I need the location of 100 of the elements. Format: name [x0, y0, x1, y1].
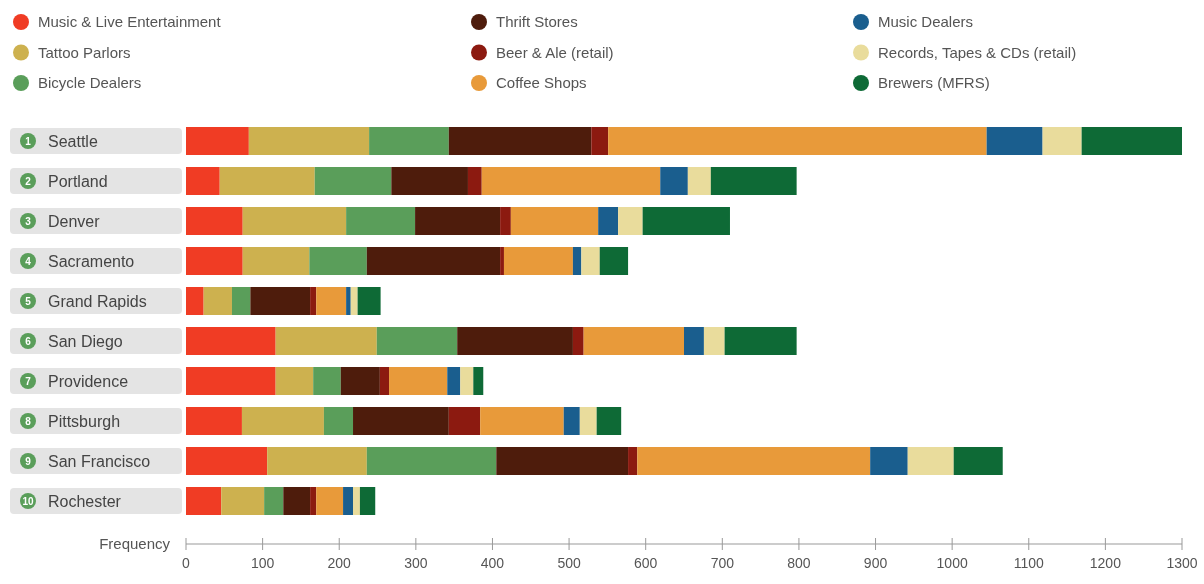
- bar: [496, 447, 629, 475]
- bar: [267, 447, 367, 475]
- bar: [628, 447, 638, 475]
- bar: [467, 167, 482, 195]
- bar: [248, 127, 370, 155]
- legend-label: Records, Tapes & CDs (retail): [878, 43, 1077, 61]
- bar: [186, 247, 243, 275]
- y-tick-label: Denver: [48, 212, 101, 230]
- bar: [353, 407, 449, 435]
- x-axis-title: Frequency: [99, 535, 171, 552]
- bar: [310, 487, 317, 515]
- bar: [907, 447, 954, 475]
- bar: [314, 167, 392, 195]
- bar: [359, 487, 376, 515]
- x-tick-label: 500: [557, 555, 581, 571]
- bar: [186, 487, 222, 515]
- y-tick-label: Grand Rapids: [48, 292, 147, 310]
- bar: [313, 367, 341, 395]
- bar: [275, 367, 314, 395]
- x-tick-label: 1200: [1089, 555, 1122, 571]
- bar: [591, 127, 609, 155]
- bar: [221, 487, 265, 515]
- x-tick-label: 400: [480, 555, 505, 571]
- bar: [581, 247, 600, 275]
- y-tick-label: Pittsburgh: [48, 412, 121, 430]
- bar: [353, 487, 360, 515]
- bar: [572, 247, 582, 275]
- bar: [186, 287, 204, 315]
- y-tick-label: Seattle: [48, 132, 98, 150]
- rank-badge-icon: 4: [20, 253, 36, 269]
- bar: [608, 127, 987, 155]
- bar: [500, 207, 511, 235]
- x-tick-label: 300: [404, 555, 428, 571]
- bar: [596, 407, 622, 435]
- rank-badge-icon: 10: [20, 493, 36, 509]
- legend-label: Thrift Stores: [496, 13, 578, 30]
- bar: [264, 487, 284, 515]
- bar: [637, 447, 871, 475]
- rank-badge-icon: 6: [20, 333, 36, 349]
- x-tick-label: 1100: [1013, 555, 1045, 571]
- bar: [579, 407, 597, 435]
- bar: [1042, 127, 1082, 155]
- bar: [250, 287, 311, 315]
- bar: [473, 367, 484, 395]
- bar: [503, 247, 573, 275]
- bar: [447, 367, 461, 395]
- x-tick-label: 700: [710, 555, 735, 571]
- bar: [186, 207, 243, 235]
- bar: [660, 167, 688, 195]
- bar: [460, 367, 474, 395]
- bar: [572, 327, 584, 355]
- rank-badge-icon: 7: [20, 373, 36, 389]
- bar: [684, 327, 704, 355]
- bar: [346, 207, 416, 235]
- bar: [283, 487, 311, 515]
- x-tick-label: 900: [863, 555, 888, 571]
- bar: [186, 447, 268, 475]
- legend-label: Brewers (MFRS): [878, 74, 990, 91]
- bar: [457, 327, 573, 355]
- bar: [340, 367, 380, 395]
- bar: [953, 447, 1003, 475]
- bar: [275, 327, 377, 355]
- y-tick-label: Providence: [48, 372, 129, 390]
- x-tick-label: 1000: [936, 555, 968, 571]
- rank-badge-icon: 2: [20, 173, 36, 189]
- bar: [309, 247, 367, 275]
- rank-badge-icon: 8: [20, 413, 36, 429]
- bar: [724, 327, 797, 355]
- bar: [316, 487, 344, 515]
- bar: [391, 167, 468, 195]
- x-tick-label: 600: [634, 555, 658, 571]
- bar: [563, 407, 580, 435]
- bar: [642, 207, 730, 235]
- bar: [357, 287, 381, 315]
- bar: [186, 407, 242, 435]
- bar: [415, 207, 501, 235]
- y-tick-label: Portland: [48, 172, 108, 190]
- bar: [242, 247, 310, 275]
- bar: [480, 407, 564, 435]
- y-tick-label: San Francisco: [48, 452, 151, 470]
- bar: [376, 327, 458, 355]
- bar: [323, 407, 354, 435]
- y-tick-label: San Diego: [48, 332, 123, 350]
- bar: [186, 127, 249, 155]
- x-tick-label: 200: [327, 555, 352, 571]
- bar: [389, 367, 448, 395]
- bar: [350, 287, 358, 315]
- bar: [316, 287, 347, 315]
- legend-label: Coffee Shops: [496, 74, 587, 91]
- x-tick-label: 0: [182, 555, 191, 571]
- bar: [343, 487, 354, 515]
- bar: [510, 207, 599, 235]
- bar: [599, 247, 629, 275]
- rank-badge-icon: 3: [20, 213, 36, 229]
- y-tick-label: Rochester: [48, 492, 122, 510]
- rank-badge-icon: 5: [20, 293, 36, 309]
- bar: [310, 287, 317, 315]
- bar: [346, 287, 351, 315]
- bar: [448, 407, 481, 435]
- bar: [366, 247, 501, 275]
